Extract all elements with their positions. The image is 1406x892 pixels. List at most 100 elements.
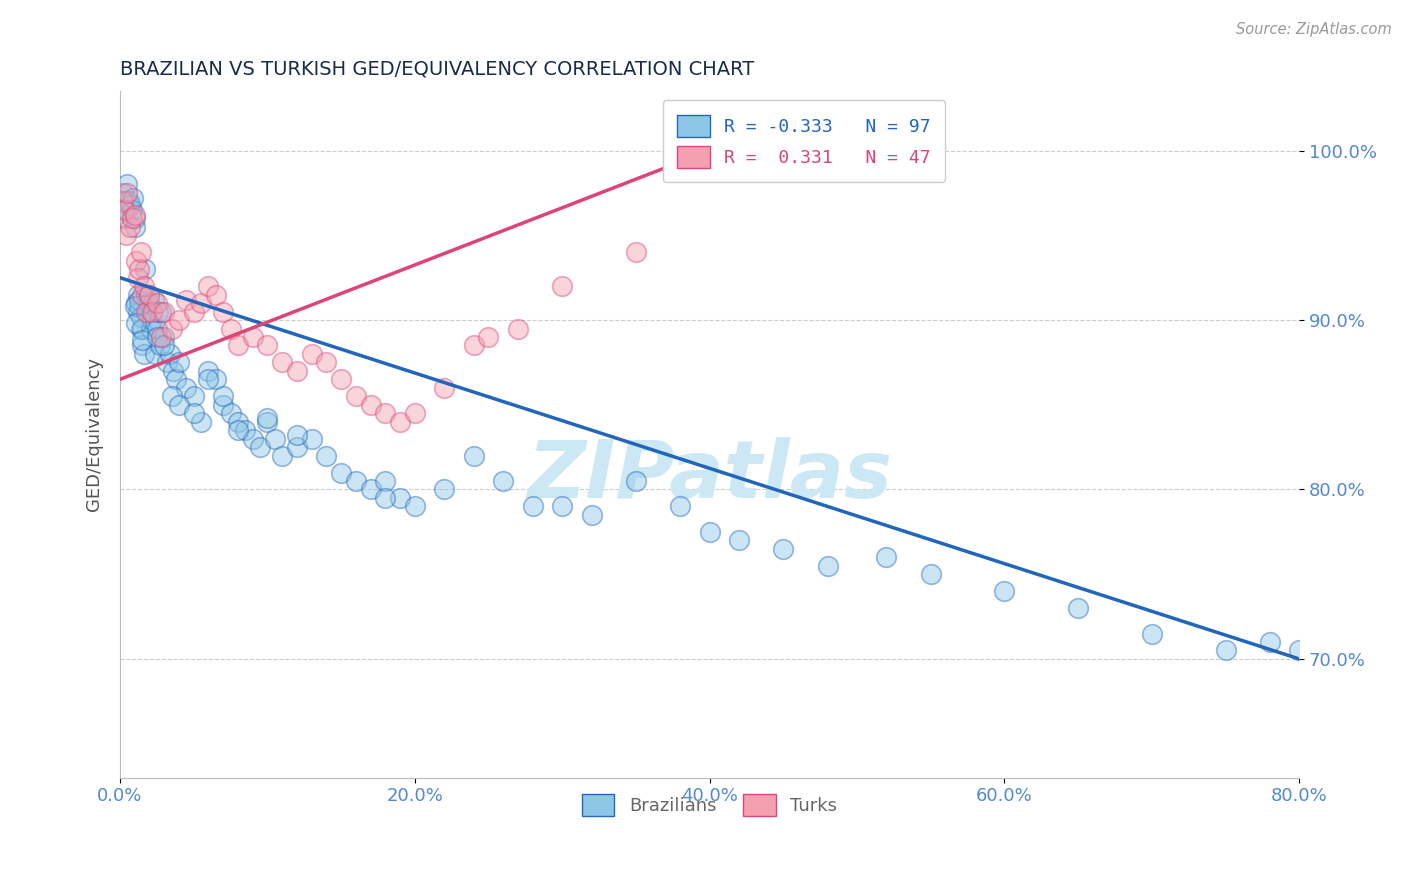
Text: ZIPatlas: ZIPatlas [527,436,891,515]
Point [125,253,148,268]
Point [122,191,145,205]
Point [492,474,515,488]
Point [233,423,256,437]
Point [150,304,173,318]
Point [129,310,152,324]
Text: BRAZILIAN VS TURKISH GED/EQUIVALENCY CORRELATION CHART: BRAZILIAN VS TURKISH GED/EQUIVALENCY COR… [120,60,754,78]
Point [167,313,190,327]
Point [153,304,176,318]
Point [128,300,150,314]
Point [115,228,138,243]
Point [522,500,544,514]
Point [167,398,190,412]
Point [404,406,426,420]
Point [219,321,242,335]
Point [121,202,143,217]
Point [132,279,155,293]
Point [138,287,160,301]
Point [153,338,176,352]
Point [124,219,146,234]
Point [139,321,162,335]
Point [285,428,308,442]
Point [249,440,271,454]
Point [226,415,249,429]
Point [117,178,139,192]
Point [212,304,235,318]
Point [699,524,721,539]
Point [183,304,205,318]
Point [242,330,264,344]
Point [115,194,138,209]
Point [156,355,179,369]
Point [131,321,153,335]
Point [433,381,456,395]
Point [127,270,149,285]
Point [128,293,150,307]
Point [129,245,152,260]
Point [197,364,219,378]
Point [167,355,190,369]
Point [875,550,897,565]
Point [183,389,205,403]
Point [360,398,382,412]
Point [176,293,198,307]
Point [159,347,181,361]
Point [165,372,187,386]
Point [128,262,150,277]
Point [146,330,169,344]
Point [920,567,942,582]
Point [389,415,412,429]
Point [124,208,146,222]
Point [1067,601,1090,615]
Point [344,474,367,488]
Point [120,198,142,212]
Point [374,474,396,488]
Point [256,415,278,429]
Point [125,317,148,331]
Point [149,338,172,352]
Point [817,558,839,573]
Point [112,211,135,226]
Point [148,304,170,318]
Point [136,304,159,318]
Point [143,347,166,361]
Point [197,372,219,386]
Point [993,584,1015,599]
Point [117,186,139,200]
Point [111,194,134,209]
Point [127,287,149,301]
Point [360,483,382,497]
Point [506,321,529,335]
Point [463,338,485,352]
Point [176,381,198,395]
Point [728,533,751,548]
Point [204,287,226,301]
Point [135,304,157,318]
Point [112,202,135,217]
Point [389,491,412,505]
Point [226,423,249,437]
Point [212,398,235,412]
Point [374,491,396,505]
Point [117,202,139,217]
Point [551,279,574,293]
Point [1258,635,1281,649]
Point [142,293,165,307]
Point [1215,643,1237,657]
Point [118,194,141,209]
Legend: Brazilians, Turks: Brazilians, Turks [575,787,845,823]
Point [121,211,143,226]
Point [146,321,169,335]
Point [433,483,456,497]
Point [242,432,264,446]
Point [141,304,163,318]
Point [226,338,249,352]
Point [183,406,205,420]
Point [124,211,146,226]
Point [120,219,142,234]
Point [271,355,294,369]
Point [330,372,353,386]
Point [150,330,173,344]
Point [263,432,285,446]
Point [404,500,426,514]
